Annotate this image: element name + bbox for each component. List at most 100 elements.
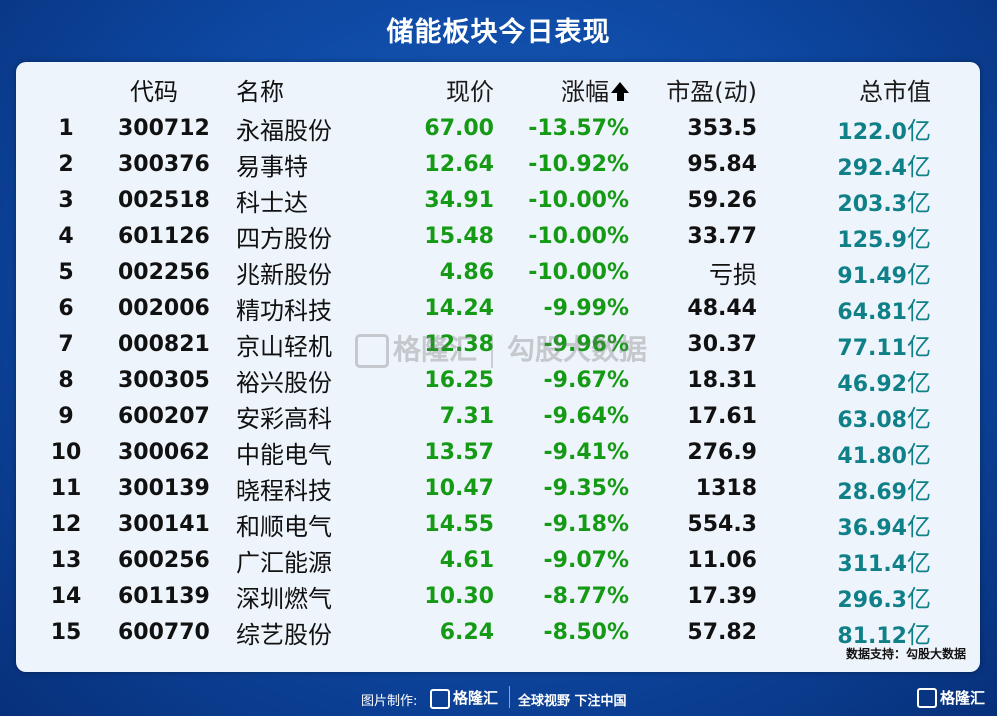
row-cap: 296.3亿 bbox=[757, 578, 931, 614]
header-change-label: 涨幅 bbox=[561, 77, 609, 106]
footer-logo: 格隆汇 bbox=[430, 687, 498, 709]
table-row[interactable]: 7 000821 京山轻机 12.38 -9.96% 30.37 77.11亿 bbox=[16, 326, 931, 362]
header-price[interactable]: 现价 bbox=[446, 77, 494, 106]
row-cap-value: 64.81 bbox=[837, 299, 907, 325]
table-row[interactable]: 15 600770 综艺股份 6.24 -8.50% 57.82 81.12亿 bbox=[16, 614, 931, 650]
row-name: 永福股份 bbox=[236, 116, 332, 145]
row-index: 3 bbox=[58, 187, 74, 213]
table-row[interactable]: 9 600207 安彩高科 7.31 -9.64% 17.61 63.08亿 bbox=[16, 398, 931, 434]
footer-brand: 格隆汇 bbox=[453, 689, 499, 707]
row-index: 13 bbox=[50, 547, 82, 573]
row-price: 10.47 bbox=[424, 475, 494, 501]
row-cap-unit: 亿 bbox=[907, 296, 931, 325]
row-cap-value: 36.94 bbox=[837, 515, 907, 541]
header-code[interactable]: 代码 bbox=[130, 77, 178, 106]
table-row[interactable]: 1 300712 永福股份 67.00 -13.57% 353.5 122.0亿 bbox=[16, 110, 931, 146]
table-row[interactable]: 14 601139 深圳燃气 10.30 -8.77% 17.39 296.3亿 bbox=[16, 578, 931, 614]
row-name: 安彩高科 bbox=[236, 404, 332, 433]
table-row[interactable]: 3 002518 科士达 34.91 -10.00% 59.26 203.3亿 bbox=[16, 182, 931, 218]
row-index: 7 bbox=[58, 331, 74, 357]
row-cap-unit: 亿 bbox=[907, 152, 931, 181]
row-cap-unit: 亿 bbox=[907, 116, 931, 145]
row-index: 2 bbox=[58, 151, 74, 177]
row-price: 14.55 bbox=[424, 511, 494, 537]
row-cap: 46.92亿 bbox=[757, 362, 931, 398]
row-cap-unit: 亿 bbox=[907, 476, 931, 505]
row-cap: 91.49亿 bbox=[757, 254, 931, 290]
row-price: 4.86 bbox=[439, 259, 494, 285]
stock-table: 代码 名称 现价 涨幅 市盈(动) 总市值 1 300712 永福股份 67.00 -1… bbox=[16, 68, 931, 650]
row-cap-unit: 亿 bbox=[907, 332, 931, 361]
row-pe: 30.37 bbox=[687, 331, 757, 357]
row-pe: 17.39 bbox=[687, 583, 757, 609]
row-index: 12 bbox=[50, 511, 82, 537]
row-change: -9.96% bbox=[543, 331, 629, 357]
row-code: 600256 bbox=[118, 547, 210, 573]
row-cap-value: 46.92 bbox=[837, 371, 907, 397]
row-change: -10.00% bbox=[528, 187, 629, 213]
data-panel: 代码 名称 现价 涨幅 市盈(动) 总市值 1 300712 永福股份 67.00 -1… bbox=[16, 62, 980, 672]
row-cap-unit: 亿 bbox=[907, 548, 931, 577]
row-price: 4.61 bbox=[439, 547, 494, 573]
row-cap: 292.4亿 bbox=[757, 146, 931, 182]
row-pe: 57.82 bbox=[687, 619, 757, 645]
header-pe[interactable]: 市盈(动) bbox=[666, 77, 757, 106]
row-cap-unit: 亿 bbox=[907, 224, 931, 253]
row-name: 四方股份 bbox=[236, 224, 332, 253]
table-row[interactable]: 8 300305 裕兴股份 16.25 -9.67% 18.31 46.92亿 bbox=[16, 362, 931, 398]
row-pe: 1318 bbox=[695, 475, 757, 501]
row-cap: 28.69亿 bbox=[757, 470, 931, 506]
row-cap-unit: 亿 bbox=[907, 512, 931, 541]
row-cap: 203.3亿 bbox=[757, 182, 931, 218]
row-change: -8.50% bbox=[543, 619, 629, 645]
row-name: 精功科技 bbox=[236, 296, 332, 325]
row-change: -10.00% bbox=[528, 259, 629, 285]
corner-logo-icon bbox=[916, 688, 937, 708]
row-cap-value: 77.11 bbox=[837, 335, 907, 361]
row-change: -9.18% bbox=[543, 511, 629, 537]
row-cap: 64.81亿 bbox=[757, 290, 931, 326]
row-price: 16.25 bbox=[424, 367, 494, 393]
table-row[interactable]: 13 600256 广汇能源 4.61 -9.07% 11.06 311.4亿 bbox=[16, 542, 931, 578]
row-cap-value: 125.9 bbox=[837, 227, 907, 253]
footer-divider bbox=[509, 686, 510, 708]
row-code: 600207 bbox=[118, 403, 210, 429]
row-price: 10.30 bbox=[424, 583, 494, 609]
row-price: 7.31 bbox=[439, 403, 494, 429]
row-pe: 276.9 bbox=[687, 439, 757, 465]
table-row[interactable]: 10 300062 中能电气 13.57 -9.41% 276.9 41.80亿 bbox=[16, 434, 931, 470]
row-cap-value: 81.12 bbox=[837, 623, 907, 649]
row-change: -10.92% bbox=[528, 151, 629, 177]
row-cap-value: 296.3 bbox=[837, 587, 907, 613]
row-cap-value: 203.3 bbox=[837, 191, 907, 217]
table-row[interactable]: 6 002006 精功科技 14.24 -9.99% 48.44 64.81亿 bbox=[16, 290, 931, 326]
row-code: 600770 bbox=[118, 619, 210, 645]
header-name[interactable]: 名称 bbox=[236, 77, 284, 106]
row-name: 和顺电气 bbox=[236, 512, 332, 541]
row-cap-value: 91.49 bbox=[837, 263, 907, 289]
table-row[interactable]: 2 300376 易事特 12.64 -10.92% 95.84 292.4亿 bbox=[16, 146, 931, 182]
row-change: -9.35% bbox=[543, 475, 629, 501]
row-code: 002256 bbox=[118, 259, 210, 285]
row-change: -9.07% bbox=[543, 547, 629, 573]
row-pe: 59.26 bbox=[687, 187, 757, 213]
header-change[interactable]: 涨幅 bbox=[494, 68, 629, 110]
row-code: 000821 bbox=[118, 331, 210, 357]
row-code: 601139 bbox=[118, 583, 210, 609]
row-name: 裕兴股份 bbox=[236, 368, 332, 397]
row-change: -9.99% bbox=[543, 295, 629, 321]
corner-brand: 格隆汇 bbox=[939, 688, 985, 707]
row-code: 300062 bbox=[118, 439, 210, 465]
table-row[interactable]: 5 002256 兆新股份 4.86 -10.00% 亏损 91.49亿 bbox=[16, 254, 931, 290]
header-cap[interactable]: 总市值 bbox=[859, 77, 931, 106]
row-cap: 81.12亿 bbox=[757, 614, 931, 650]
row-cap-unit: 亿 bbox=[907, 404, 931, 433]
row-code: 601126 bbox=[118, 223, 210, 249]
row-cap-unit: 亿 bbox=[907, 440, 931, 469]
table-row[interactable]: 4 601126 四方股份 15.48 -10.00% 33.77 125.9亿 bbox=[16, 218, 931, 254]
table-row[interactable]: 12 300141 和顺电气 14.55 -9.18% 554.3 36.94亿 bbox=[16, 506, 931, 542]
row-index: 6 bbox=[58, 295, 74, 321]
table-row[interactable]: 11 300139 晓程科技 10.47 -9.35% 1318 28.69亿 bbox=[16, 470, 931, 506]
row-name: 深圳燃气 bbox=[236, 584, 332, 613]
row-price: 12.64 bbox=[424, 151, 494, 177]
